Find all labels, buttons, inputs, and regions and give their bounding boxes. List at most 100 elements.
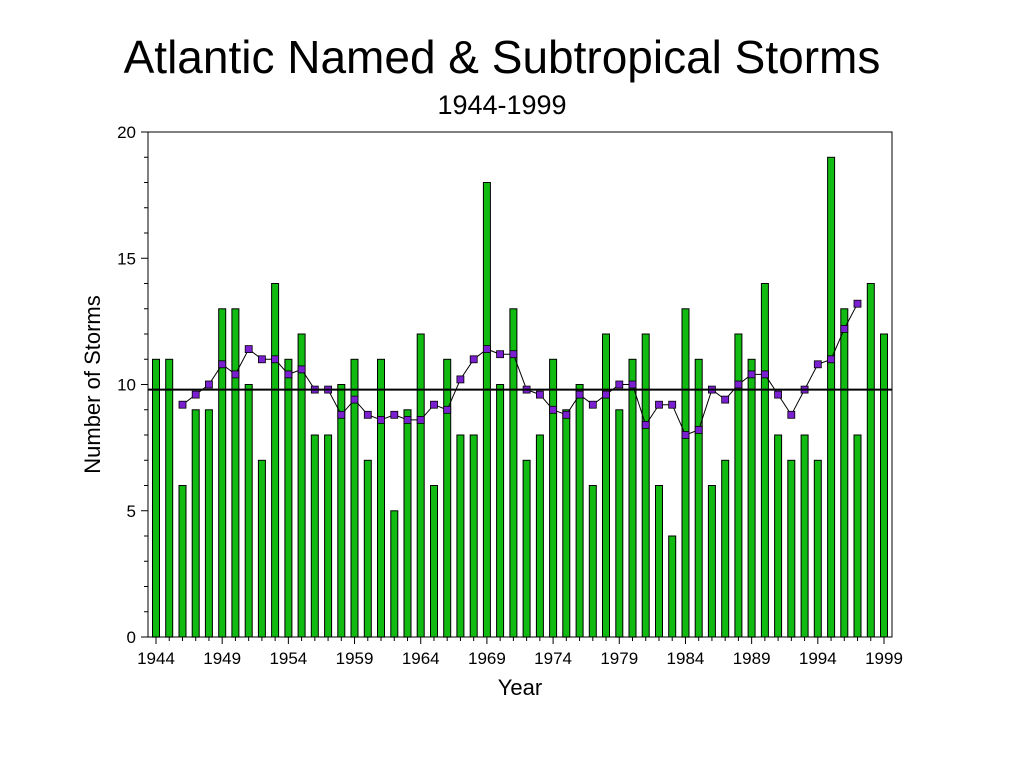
running-average-point (734, 380, 743, 389)
bar (231, 308, 240, 638)
running-average-point (813, 360, 822, 369)
running-average-point (575, 390, 584, 399)
running-average-series (178, 299, 862, 439)
running-average-point (628, 380, 637, 389)
bar (615, 409, 624, 638)
bar (747, 358, 756, 638)
running-average-point (297, 365, 306, 374)
bar (152, 358, 160, 638)
running-average-point (443, 405, 452, 414)
bar (787, 459, 796, 638)
bar (588, 485, 597, 638)
bar (390, 510, 399, 638)
y-tick-label: 20 (117, 123, 136, 142)
bar (535, 434, 544, 638)
y-tick-label: 5 (127, 502, 136, 521)
bar (284, 358, 293, 638)
bar (760, 283, 769, 638)
bar (443, 358, 452, 638)
bar (681, 308, 690, 638)
bar (416, 333, 425, 638)
bar (218, 308, 227, 638)
bar (641, 333, 650, 638)
running-average-point (602, 390, 610, 399)
bar (430, 485, 438, 638)
y-tick-label: 15 (117, 249, 136, 268)
bar (707, 485, 716, 638)
running-average-point (721, 395, 730, 404)
running-average-point (681, 431, 690, 439)
running-average-point (549, 405, 557, 414)
running-average-point (231, 370, 240, 379)
x-tick-label: 1984 (667, 649, 705, 668)
running-average-point (536, 390, 544, 399)
running-average-point (337, 410, 346, 419)
bar (721, 459, 730, 638)
bar (827, 156, 836, 638)
chart-subtitle: 1944-1999 (437, 90, 567, 120)
running-average-point (191, 390, 200, 399)
running-average-line (182, 303, 858, 436)
running-average-point (694, 425, 703, 434)
running-average-point (668, 400, 677, 409)
bar (257, 459, 266, 638)
running-average-point (244, 345, 253, 354)
bar (866, 283, 875, 638)
bar (840, 308, 849, 638)
bar (178, 485, 187, 638)
x-tick-label: 1974 (534, 649, 572, 668)
running-average-point (761, 370, 769, 379)
bar (482, 182, 491, 638)
x-tick-label: 1989 (733, 649, 771, 668)
running-average-point (416, 415, 425, 424)
running-average-point (827, 355, 835, 364)
running-average-point (271, 355, 280, 364)
running-average-point (218, 360, 227, 369)
bar (337, 384, 346, 638)
bar (456, 434, 465, 638)
x-tick-label: 1979 (600, 649, 638, 668)
running-average-point (840, 324, 849, 333)
bar (668, 535, 677, 638)
running-average-point (562, 410, 571, 419)
x-tick-label: 1969 (468, 649, 506, 668)
bar (800, 434, 809, 638)
running-average-point (204, 380, 213, 389)
running-average-point (853, 299, 862, 308)
x-axis-title: Year (498, 675, 542, 700)
y-tick-label: 0 (127, 628, 136, 647)
bar (774, 434, 783, 638)
bar (244, 384, 253, 638)
bar (694, 358, 703, 638)
y-axis-title: Number of Storms (80, 295, 105, 474)
bar (575, 384, 584, 638)
x-tick-label: 1949 (203, 649, 241, 668)
bar (562, 409, 571, 638)
running-average-point (641, 420, 650, 429)
bar (628, 358, 637, 638)
x-tick-label: 1959 (336, 649, 374, 668)
bar (324, 434, 333, 638)
x-tick-label: 1944 (137, 649, 175, 668)
running-average-point (390, 410, 399, 419)
x-tick-label: 1994 (799, 649, 837, 668)
running-average-point (774, 390, 782, 399)
x-tick-label: 1954 (269, 649, 307, 668)
running-average-point (747, 370, 756, 379)
running-average-point (430, 400, 438, 409)
running-average-point (509, 350, 518, 359)
running-average-point (284, 370, 293, 379)
running-average-point (655, 400, 663, 409)
bar (655, 485, 663, 638)
bar (549, 358, 558, 638)
bar (403, 409, 412, 638)
bar (204, 409, 213, 638)
bar (496, 384, 505, 638)
bar (602, 333, 610, 638)
bar (191, 409, 200, 638)
y-tick-label: 10 (117, 376, 136, 395)
y-axis-ticks: 0 5 10 15 20 (117, 123, 148, 647)
running-average-point (403, 415, 412, 424)
running-average-point (350, 395, 359, 404)
